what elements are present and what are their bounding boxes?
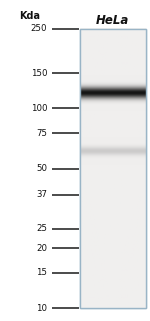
Text: 100: 100 [31,104,47,113]
FancyBboxPatch shape [80,29,146,308]
Text: HeLa: HeLa [96,14,129,27]
Text: 250: 250 [31,24,47,33]
Text: 25: 25 [36,224,47,233]
Text: Kda: Kda [20,11,40,21]
Text: 75: 75 [36,129,47,138]
Text: 50: 50 [36,164,47,173]
Text: 15: 15 [36,268,47,277]
Text: 10: 10 [36,304,47,313]
Text: 150: 150 [31,69,47,78]
Text: 20: 20 [36,244,47,253]
Text: 37: 37 [36,190,47,199]
